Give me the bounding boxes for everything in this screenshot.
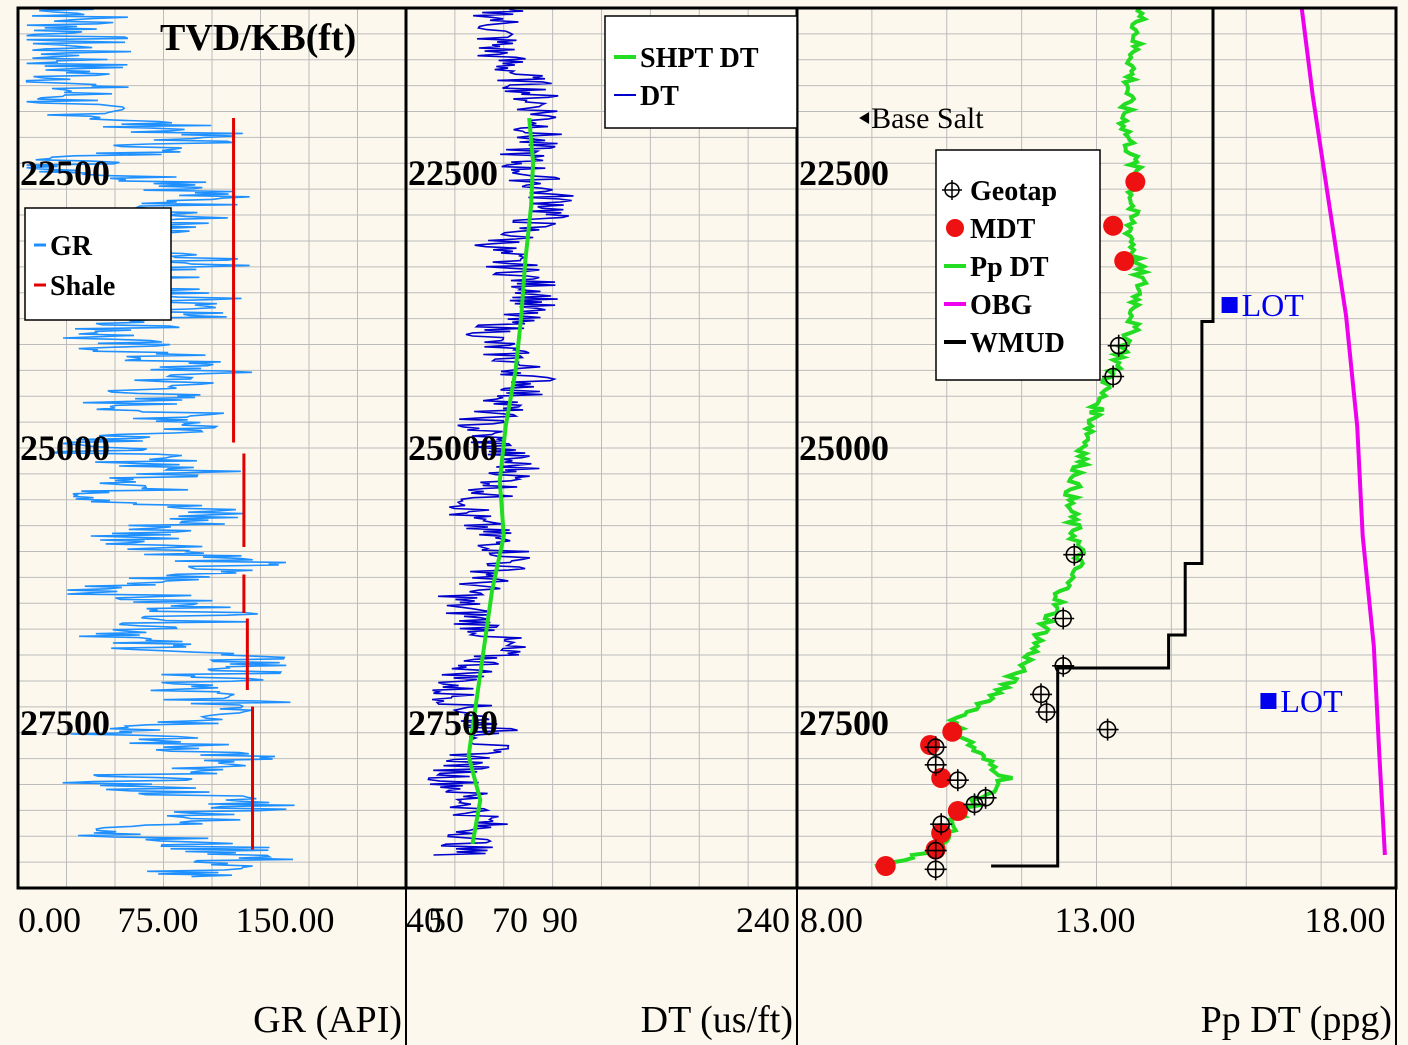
mdt-point xyxy=(875,856,896,876)
geotap-point xyxy=(1107,334,1130,357)
x-axis-label: DT (us/ft) xyxy=(641,999,793,1041)
x-tick-label: 0.00 xyxy=(18,900,81,940)
series-layer xyxy=(25,6,1387,881)
geotap-point xyxy=(930,813,953,836)
geotap-point xyxy=(1052,654,1075,677)
grid-lines xyxy=(18,8,1396,888)
legends: GR Shale SHPT DT DT Geotap MDT Pp DT OBG WMUD xyxy=(24,15,1101,381)
depth-label: 22500 xyxy=(408,153,498,193)
geotap-point xyxy=(963,793,986,816)
geotap-point xyxy=(924,753,947,776)
legend-entry: WMUD xyxy=(970,328,1065,359)
depth-label: 25000 xyxy=(408,428,498,468)
legend-entry: OBG xyxy=(970,290,1032,321)
x-axis-label: Pp DT (ppg) xyxy=(1201,999,1392,1041)
depth-label: 22500 xyxy=(20,153,110,193)
geotap-point xyxy=(1052,607,1075,630)
shpt-dt-curve xyxy=(466,117,536,845)
geotap-point xyxy=(946,769,969,792)
depth-label: 22500 xyxy=(799,153,889,193)
legend-swatch xyxy=(946,219,964,237)
depth-label: 27500 xyxy=(20,703,110,743)
geotap-point xyxy=(924,858,947,881)
geotap-point xyxy=(1035,701,1058,723)
mdt-point xyxy=(947,801,968,821)
depth-label: 25000 xyxy=(20,428,110,468)
legend-entry: DT xyxy=(640,81,679,112)
base-salt-arrow xyxy=(859,112,870,124)
mdt-point xyxy=(942,721,963,742)
x-tick-label: 13.00 xyxy=(1055,900,1136,940)
dt-curve xyxy=(427,7,574,856)
mdt-point xyxy=(1114,251,1135,271)
legend-entry: MDT xyxy=(970,214,1036,245)
dt-legend xyxy=(604,15,798,129)
x-tick-label: 90 xyxy=(542,900,578,940)
x-tick-label: 18.00 xyxy=(1305,900,1386,940)
axis-labels: 22500 25000 27500 22500 25000 27500 22500 25000… xyxy=(18,153,1392,1041)
geotap-point xyxy=(1063,543,1086,566)
legend-entry: Geotap xyxy=(970,176,1057,207)
depth-label: 25000 xyxy=(799,428,889,468)
geotap-point xyxy=(1102,365,1125,388)
gr-legend xyxy=(24,207,172,321)
lot-point xyxy=(1260,693,1277,709)
legend-entry: Pp DT xyxy=(970,252,1049,283)
x-tick-label: 50 xyxy=(428,900,464,940)
base-salt-label: Base Salt xyxy=(871,102,984,135)
x-tick-label: 8.00 xyxy=(800,900,863,940)
legend-entry: Shale xyxy=(50,271,115,302)
gr-curve xyxy=(25,7,295,878)
mdt-point xyxy=(1103,215,1124,236)
x-tick-label: 40 xyxy=(406,900,442,940)
track-frame xyxy=(795,6,1398,890)
legend-entry: SHPT DT xyxy=(640,43,759,74)
geotap-point xyxy=(1030,683,1052,706)
x-tick-label: 70 xyxy=(492,900,528,940)
geotap-point xyxy=(1096,718,1119,741)
wmud-curve xyxy=(991,8,1215,868)
track-frames xyxy=(16,6,1398,1045)
mdt-point xyxy=(1125,171,1146,192)
obg-curve xyxy=(1299,7,1387,856)
lot-label: LOT xyxy=(1242,287,1305,323)
lot-point xyxy=(1221,297,1238,313)
depth-label: 27500 xyxy=(799,703,889,743)
annotations: Base Salt LOT LOT xyxy=(859,102,1343,719)
depth-axis-title: TVD/KB(ft) xyxy=(160,17,356,59)
x-axis-label: GR (API) xyxy=(253,999,402,1041)
legend-entry: GR xyxy=(50,231,93,262)
x-tick-label: 75.00 xyxy=(118,900,199,940)
x-tick-label: 240 xyxy=(736,900,790,940)
depth-label: 27500 xyxy=(408,703,498,743)
x-tick-label: 150.00 xyxy=(236,900,335,940)
lot-label: LOT xyxy=(1280,683,1343,719)
